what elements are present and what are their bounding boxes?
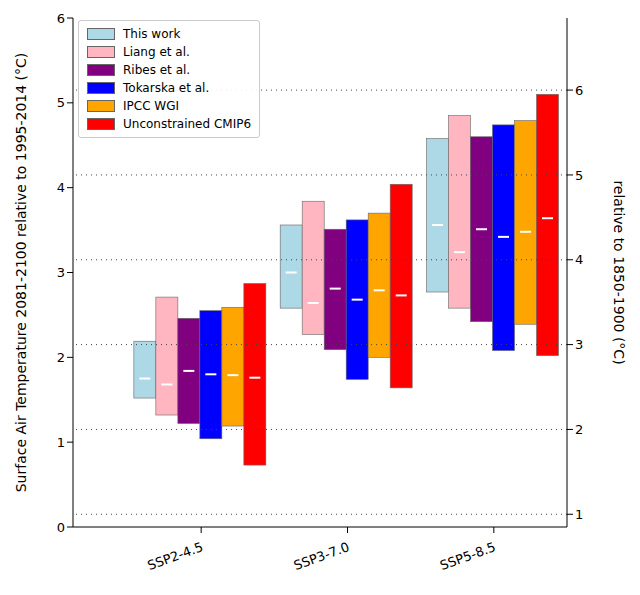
svg-text:0: 0: [57, 520, 65, 535]
svg-text:2: 2: [57, 350, 65, 365]
svg-text:4: 4: [575, 252, 583, 267]
svg-text:SSP3-7.0: SSP3-7.0: [292, 539, 352, 573]
svg-text:Surface Air Temperature 2081-2: Surface Air Temperature 2081-2100 relati…: [13, 53, 29, 493]
svg-text:6: 6: [575, 83, 583, 98]
svg-text:4: 4: [57, 180, 65, 195]
svg-text:5: 5: [575, 168, 583, 183]
html-text:Unconstrained CMIP6: Unconstrained CMIP6: [123, 117, 252, 131]
svg-text:5: 5: [57, 95, 65, 110]
html-text:Liang et al.: Liang et al.: [123, 45, 190, 59]
svg-text:3: 3: [57, 265, 65, 280]
svg-text:relative to 1850-1900 (°C): relative to 1850-1900 (°C): [611, 180, 627, 364]
svg-text:1: 1: [57, 435, 65, 450]
svg-text:SSP2-4.5: SSP2-4.5: [145, 539, 205, 573]
html-text:Tokarska et al.: Tokarska et al.: [123, 81, 210, 95]
html-text:Ribes et al.: Ribes et al.: [123, 63, 191, 77]
svg-text:2: 2: [575, 422, 583, 437]
html-text:IPCC WGI: IPCC WGI: [123, 99, 180, 113]
html-text:This work: This work: [123, 27, 181, 41]
svg-text:1: 1: [575, 507, 583, 522]
svg-text:6: 6: [57, 11, 65, 26]
svg-text:3: 3: [575, 337, 583, 352]
svg-text:SSP5-8.5: SSP5-8.5: [438, 539, 498, 573]
